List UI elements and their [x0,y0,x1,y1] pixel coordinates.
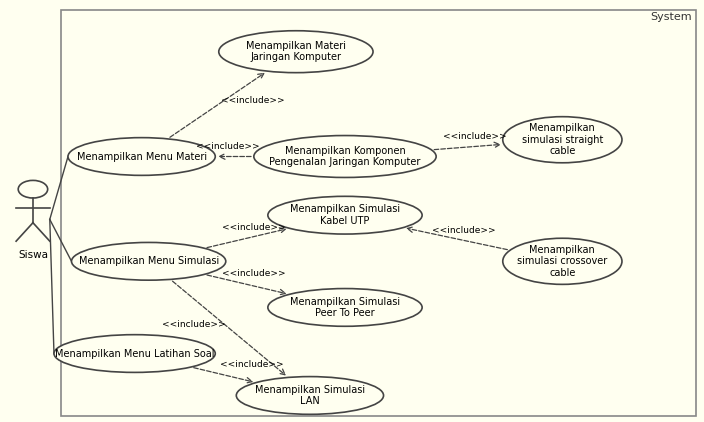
Ellipse shape [268,196,422,234]
Text: Menampilkan Simulasi
LAN: Menampilkan Simulasi LAN [255,385,365,406]
Text: <<include>>: <<include>> [443,132,506,141]
Text: System: System [650,12,692,22]
Text: Menampilkan
simulasi straight
cable: Menampilkan simulasi straight cable [522,123,603,156]
Text: <<include>>: <<include>> [222,223,286,232]
Text: Menampilkan Menu Simulasi: Menampilkan Menu Simulasi [79,256,219,266]
Text: <<include>>: <<include>> [432,226,496,235]
Text: Siswa: Siswa [18,249,48,260]
Text: Menampilkan Simulasi
Kabel UTP: Menampilkan Simulasi Kabel UTP [290,204,400,226]
Text: Menampilkan
simulasi crossover
cable: Menampilkan simulasi crossover cable [517,245,608,278]
Text: Menampilkan Menu Latihan Soal: Menampilkan Menu Latihan Soal [55,349,215,359]
Ellipse shape [54,335,215,372]
Ellipse shape [219,31,373,73]
Text: <<include>>: <<include>> [196,141,259,151]
Text: Menampilkan Materi
Jaringan Komputer: Menampilkan Materi Jaringan Komputer [246,41,346,62]
Ellipse shape [237,376,384,414]
Text: <<include>>: <<include>> [220,96,284,106]
Ellipse shape [68,138,215,176]
Text: <<include>>: <<include>> [220,360,284,369]
Ellipse shape [268,289,422,326]
Ellipse shape [72,243,226,280]
Text: <<include>>: <<include>> [222,269,286,279]
Text: Menampilkan Menu Materi: Menampilkan Menu Materi [77,151,207,162]
Ellipse shape [503,116,622,163]
Text: <<include>>: <<include>> [163,320,226,329]
Text: Menampilkan Simulasi
Peer To Peer: Menampilkan Simulasi Peer To Peer [290,297,400,318]
FancyBboxPatch shape [61,10,696,417]
Ellipse shape [254,135,436,178]
Ellipse shape [503,238,622,284]
Text: Menampilkan Komponen
Pengenalan Jaringan Komputer: Menampilkan Komponen Pengenalan Jaringan… [270,146,421,167]
